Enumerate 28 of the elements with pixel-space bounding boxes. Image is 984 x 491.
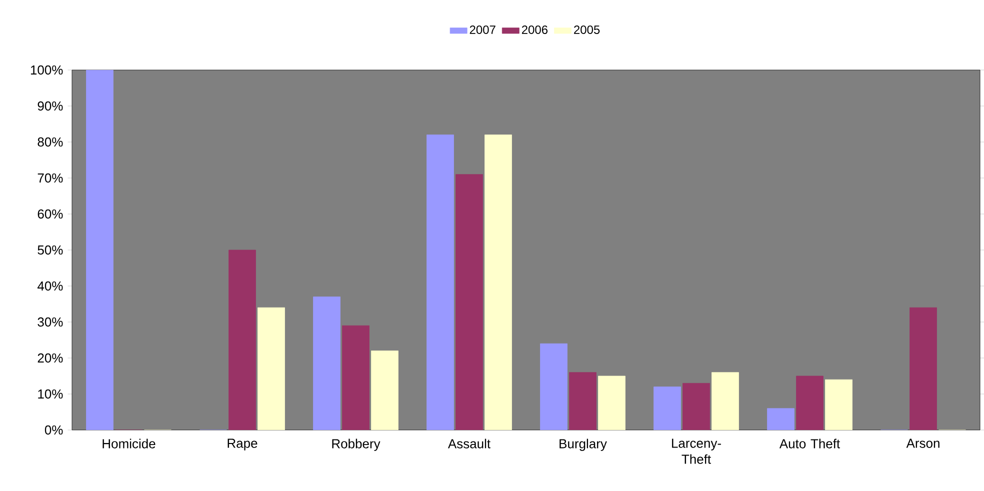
bar bbox=[654, 386, 681, 430]
legend-label: 2005 bbox=[574, 25, 600, 34]
y-tick-label: 70% bbox=[38, 173, 63, 183]
y-tick-label: 90% bbox=[38, 101, 63, 111]
y-tick-label: 80% bbox=[38, 137, 63, 147]
x-tick-label: Larceny-Theft bbox=[672, 438, 721, 464]
x-tick-label: Robbery bbox=[332, 438, 380, 451]
bar bbox=[86, 70, 114, 430]
x-tick-label: Arson bbox=[906, 438, 940, 448]
legend-label: 2006 bbox=[522, 25, 548, 34]
bar bbox=[767, 408, 794, 430]
y-tick-label: 20% bbox=[38, 353, 63, 363]
y-tick-label: 40% bbox=[37, 281, 63, 291]
x-tick-label: Auto Theft bbox=[779, 438, 840, 448]
bar bbox=[313, 296, 340, 430]
x-tick-label: Burglary bbox=[560, 438, 607, 451]
y-tick-label: 100% bbox=[30, 65, 63, 75]
y-tick-label: 10% bbox=[38, 389, 63, 399]
bar bbox=[426, 134, 454, 430]
y-tick-label: 30% bbox=[38, 317, 63, 327]
bar bbox=[540, 343, 568, 430]
x-tick-label: Assault bbox=[448, 438, 490, 448]
y-tick-label: 0% bbox=[44, 425, 63, 435]
y-tick-label: 50% bbox=[38, 245, 63, 255]
x-tick-label: Homicide bbox=[102, 438, 156, 448]
x-tick-label: Rape bbox=[228, 438, 258, 450]
y-tick-label: 60% bbox=[38, 209, 63, 219]
legend-label: 2007 bbox=[470, 25, 496, 34]
